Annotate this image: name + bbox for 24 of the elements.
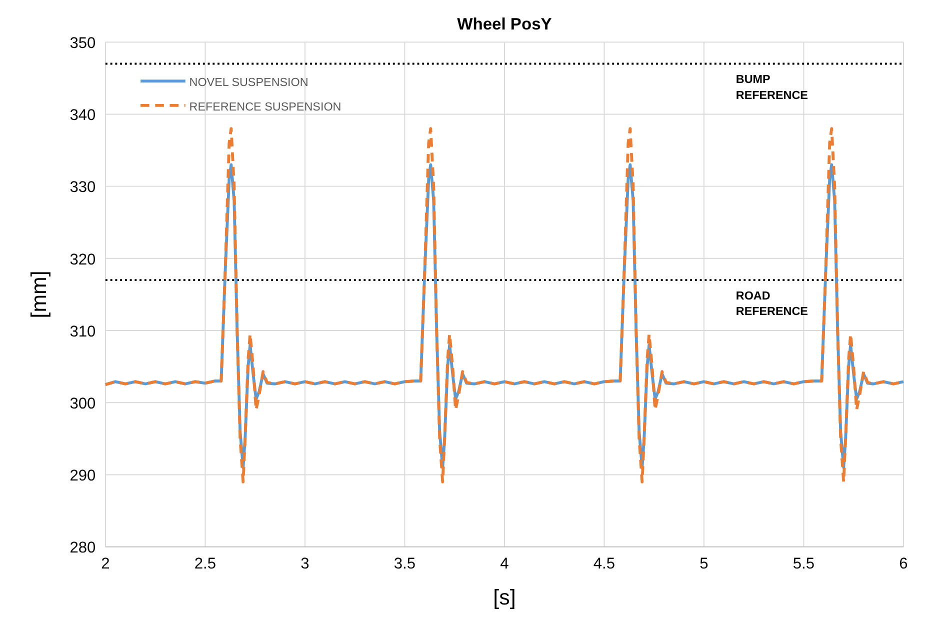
ref-line-label: BUMP REFERENCE <box>736 73 808 102</box>
x-tick-label: 5 <box>700 555 709 572</box>
legend-label: NOVEL SUSPENSION <box>189 76 308 89</box>
y-tick-label: 280 <box>70 540 96 557</box>
x-axis-title: [s] <box>493 585 516 610</box>
x-tick-label: 4 <box>500 555 510 572</box>
y-tick-label: 310 <box>70 323 96 340</box>
y-tick-label: 300 <box>70 395 96 412</box>
y-tick-label: 350 <box>70 34 96 52</box>
x-tick-label: 3.5 <box>394 555 416 572</box>
y-tick-label: 290 <box>70 468 96 485</box>
legend-label: REFERENCE SUSPENSION <box>189 100 342 114</box>
y-axis-title: [mm] <box>27 270 52 318</box>
x-tick-label: 5.5 <box>792 555 815 572</box>
x-tick-label: 4.5 <box>593 555 616 572</box>
x-tick-label: 2 <box>101 555 110 572</box>
y-tick-label: 320 <box>70 251 96 268</box>
x-tick-label: 3 <box>300 555 310 572</box>
chart-title: Wheel PosY <box>457 14 552 34</box>
x-tick-label: 6 <box>899 555 908 572</box>
y-tick-label: 340 <box>70 107 96 124</box>
ref-line-label: ROAD REFERENCE <box>736 290 808 318</box>
y-tick-label: 330 <box>70 179 96 196</box>
x-tick-label: 2.5 <box>194 555 216 572</box>
